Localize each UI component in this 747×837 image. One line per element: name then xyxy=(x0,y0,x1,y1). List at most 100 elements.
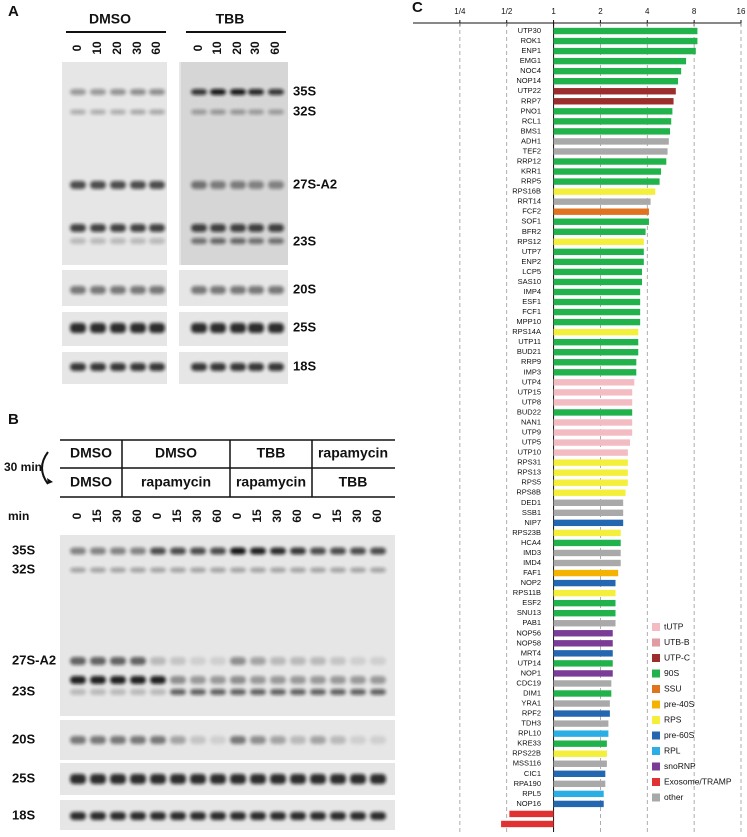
gel-band xyxy=(330,657,346,665)
x-tick-label: 8 xyxy=(692,7,697,16)
band-label: 25S xyxy=(293,319,316,334)
gel-band xyxy=(210,547,226,555)
gene-label: PAB1 xyxy=(522,618,541,627)
gel-band xyxy=(110,238,126,244)
gel-band xyxy=(70,736,86,744)
bar xyxy=(553,148,668,155)
group-label: DMSO xyxy=(89,11,131,27)
band-label: 32S xyxy=(293,103,316,118)
bar xyxy=(553,449,628,456)
lane-label: 20 xyxy=(230,41,244,55)
gel-band xyxy=(268,286,284,294)
condition-table xyxy=(60,439,395,498)
gene-label: MSS116 xyxy=(513,759,541,768)
gene-label: RRP9 xyxy=(521,357,541,366)
band-label: 23S xyxy=(293,233,316,248)
gene-label: RPA190 xyxy=(514,779,541,788)
bar xyxy=(553,138,669,145)
bar xyxy=(553,318,641,326)
gel-band xyxy=(90,109,106,115)
lane-label: 15 xyxy=(90,509,104,523)
bar xyxy=(553,278,643,286)
bar xyxy=(553,740,607,747)
gel-band xyxy=(350,657,366,665)
gene-label: BMS1 xyxy=(521,126,541,135)
gel-band xyxy=(270,567,286,573)
bar xyxy=(553,198,651,205)
gene-label: UTP15 xyxy=(518,387,541,396)
gene-label: HCA4 xyxy=(521,538,541,547)
bar xyxy=(553,790,604,798)
gel-band xyxy=(90,736,106,744)
gel-band xyxy=(230,736,246,744)
bar xyxy=(553,288,641,296)
bar xyxy=(553,469,628,476)
gene-label: ESF1 xyxy=(522,297,541,306)
gel-band xyxy=(370,812,386,820)
bar xyxy=(553,539,621,547)
bar xyxy=(553,770,606,777)
gel-band xyxy=(130,286,146,294)
bar xyxy=(553,67,682,75)
lane-label: 60 xyxy=(370,509,384,523)
gel-band xyxy=(149,181,165,189)
gel-band xyxy=(230,363,246,371)
bar xyxy=(553,369,637,376)
gel-band xyxy=(290,567,306,573)
gene-label: RRP7 xyxy=(521,96,541,105)
band-label: 32S xyxy=(12,561,35,576)
gel-band xyxy=(250,736,266,744)
bar xyxy=(553,399,633,406)
gene-label: UTP11 xyxy=(518,337,541,346)
gene-label: RPL10 xyxy=(518,729,541,738)
gel-band xyxy=(149,286,165,294)
gel-band xyxy=(210,774,226,784)
condition-label: DMSO xyxy=(70,445,112,461)
bar xyxy=(553,389,633,396)
bar xyxy=(553,640,613,647)
condition-label: DMSO xyxy=(70,474,112,490)
gel-band xyxy=(210,109,226,115)
gel-band xyxy=(170,774,186,784)
gel-band xyxy=(170,567,186,573)
gel-band xyxy=(70,224,86,232)
bar xyxy=(553,359,637,366)
bar xyxy=(553,98,674,105)
gel-band xyxy=(250,812,266,820)
gel-band xyxy=(268,181,284,189)
legend-swatch xyxy=(652,731,660,740)
gel-band xyxy=(149,109,165,115)
gel-band xyxy=(350,812,366,820)
gene-label: EMG1 xyxy=(520,56,541,65)
gel-band xyxy=(230,238,246,244)
gene-label: NOP58 xyxy=(516,638,541,647)
bar xyxy=(553,620,616,627)
gel-band xyxy=(191,286,207,294)
gel-band xyxy=(70,323,86,333)
gel-band xyxy=(150,774,166,784)
gel-band xyxy=(270,774,286,784)
band-label: 20S xyxy=(12,731,35,746)
gel-band xyxy=(110,657,126,665)
gel-band xyxy=(90,89,106,95)
gene-label: RPF2 xyxy=(522,709,541,718)
legend-label: Exosome/TRAMP xyxy=(664,776,732,786)
gel-band xyxy=(170,676,186,684)
band-label: 23S xyxy=(12,683,35,698)
x-tick-label: 2 xyxy=(598,7,603,16)
bar xyxy=(553,499,624,506)
gel-band xyxy=(270,657,286,665)
gel-band xyxy=(130,323,146,333)
gel-band xyxy=(248,363,264,371)
gel-band xyxy=(110,547,126,555)
gel-band xyxy=(230,812,246,820)
gel-band xyxy=(191,181,207,189)
gel-band xyxy=(90,181,106,189)
gene-label: SOF1 xyxy=(521,217,541,226)
gel-band xyxy=(90,547,106,555)
gel-band xyxy=(70,89,86,95)
gel-band xyxy=(370,689,386,695)
gel-band xyxy=(230,676,246,684)
gel-band xyxy=(370,736,386,744)
legend-label: pre-60S xyxy=(664,730,695,740)
